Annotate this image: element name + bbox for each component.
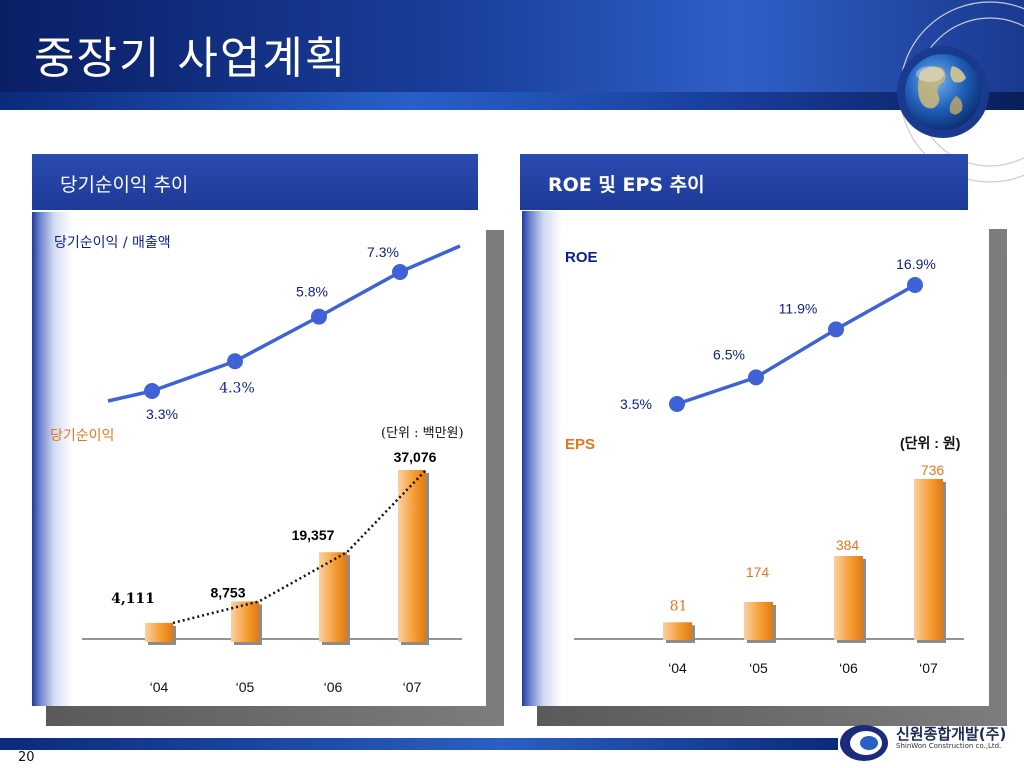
bar bbox=[663, 622, 692, 640]
bar-data-label: 4,111 bbox=[111, 591, 155, 607]
line-point bbox=[144, 383, 160, 399]
company-name-ko: 신원종합개발(주) bbox=[896, 725, 1007, 743]
title-bar bbox=[0, 0, 1024, 92]
left-unit-label: (단위 : 백만원) bbox=[381, 426, 464, 441]
category-tick-label: ‘07 bbox=[403, 679, 422, 695]
category-tick-label: ‘05 bbox=[236, 679, 255, 695]
left-panel-title: 당기순이익 추이 bbox=[60, 174, 189, 196]
bar bbox=[231, 601, 259, 642]
bar bbox=[145, 622, 173, 642]
bar-data-label: 8,753 bbox=[210, 584, 245, 600]
bar bbox=[834, 556, 863, 640]
right-line-label: ROE bbox=[565, 249, 598, 266]
line-data-label: 3.3% bbox=[146, 406, 178, 422]
bar bbox=[914, 479, 943, 640]
footer-bar bbox=[0, 738, 838, 750]
bar-data-label: 174 bbox=[746, 564, 770, 580]
left-bar-label: 당기순이익 bbox=[50, 428, 114, 444]
page-number: 20 bbox=[18, 750, 35, 765]
left-line-label: 당기순이익 / 매출액 bbox=[54, 235, 171, 251]
line-data-label: 3.5% bbox=[620, 396, 652, 412]
bar bbox=[398, 470, 426, 642]
bar bbox=[744, 601, 773, 640]
line-point bbox=[227, 353, 243, 370]
bar-data-label: 19,357 bbox=[292, 527, 335, 543]
line-data-label: 6.5% bbox=[713, 346, 745, 362]
right-bar-label: EPS bbox=[565, 436, 595, 453]
left-panel-header: 당기순이익 추이 bbox=[32, 154, 478, 210]
line-data-label: 16.9% bbox=[896, 256, 936, 272]
line-data-label: 4.3% bbox=[219, 380, 255, 396]
trend-dotted-line bbox=[172, 469, 427, 625]
line-data-label: 5.8% bbox=[296, 284, 328, 300]
globe-icon bbox=[897, 1, 1024, 183]
line-data-label: 11.9% bbox=[779, 300, 818, 316]
line-point bbox=[748, 369, 764, 386]
bar bbox=[319, 552, 347, 642]
line-data-label: 7.3% bbox=[367, 244, 399, 260]
company-name-en: ShinWon Construction co.,Ltd. bbox=[896, 742, 1002, 750]
right-panel-title: ROE 및 EPS 추이 bbox=[548, 174, 705, 196]
line-point bbox=[311, 308, 327, 325]
slide-title: 중장기 사업계획 bbox=[34, 33, 348, 84]
category-tick-label: ‘06 bbox=[839, 660, 858, 676]
header-stripe bbox=[0, 92, 1024, 110]
bar-data-label: 81 bbox=[670, 598, 688, 614]
company-logo-icon bbox=[840, 725, 888, 761]
bar-data-label: 37,076 bbox=[394, 449, 437, 465]
line-point bbox=[669, 396, 685, 412]
line-series bbox=[676, 283, 916, 406]
line-point bbox=[392, 264, 408, 280]
bar-data-label: 384 bbox=[836, 537, 860, 553]
category-tick-label: ‘04 bbox=[668, 660, 687, 676]
line-point bbox=[907, 277, 923, 293]
category-tick-label: ‘07 bbox=[919, 660, 938, 676]
category-tick-label: ‘05 bbox=[749, 660, 768, 676]
line-point bbox=[828, 321, 844, 338]
category-tick-label: ‘06 bbox=[324, 679, 343, 695]
right-panel-header: ROE 및 EPS 추이 bbox=[520, 154, 968, 210]
right-unit-label: (단위 : 원) bbox=[900, 435, 960, 451]
bar-data-label: 736 bbox=[921, 462, 945, 478]
category-tick-label: ‘04 bbox=[150, 679, 169, 695]
